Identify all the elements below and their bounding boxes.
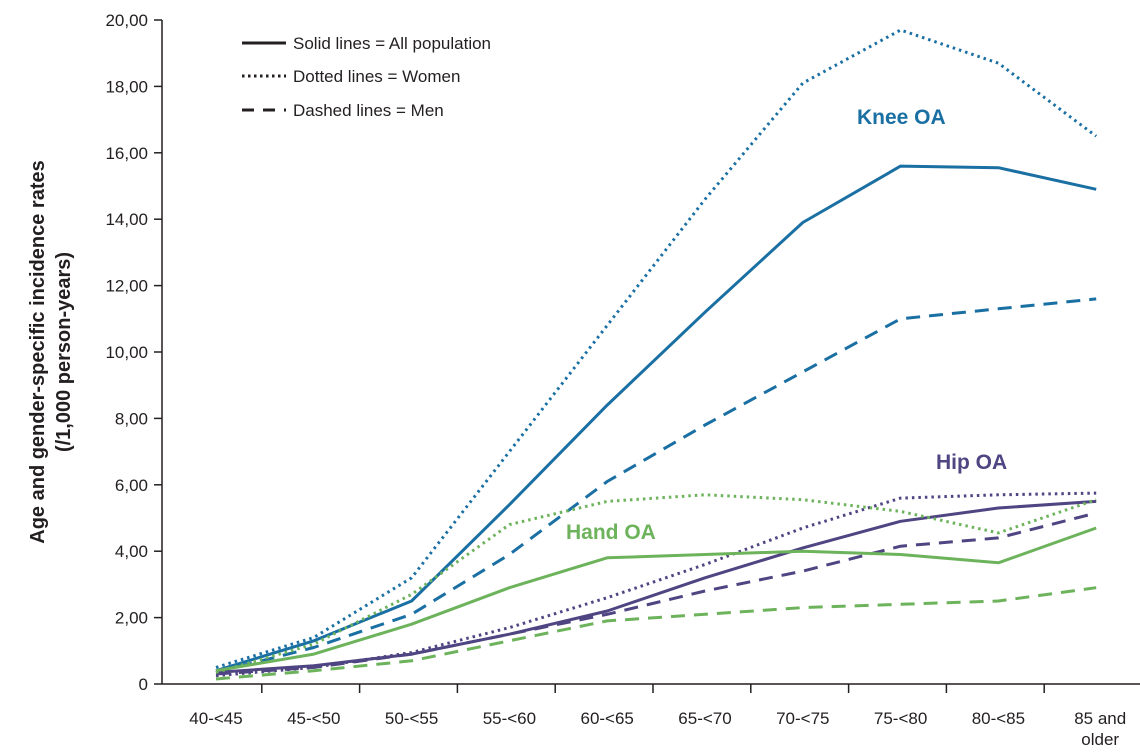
y-tick-label-6: 12,00: [105, 277, 148, 296]
y-axis-ticks: 0 2,00 4,00 6,00 8,00 10,00 12,00 14,00 16,00 18,…: [105, 11, 162, 694]
y-tick-label-0: 0: [139, 675, 148, 694]
hand-oa-annotation: Hand OA: [566, 521, 656, 544]
x-axis-ticks: 40-<45 45-<50 50-<55 55-<60 60-<65 65-<70 70-<…: [189, 684, 1126, 749]
hip-oa-dashed-line: [215, 511, 1097, 676]
legend-dashed-label: Dashed lines = Men: [293, 101, 444, 120]
knee-oa-dotted-line: [215, 28, 1098, 669]
hip-oa-annotation: Hip OA: [936, 451, 1007, 474]
x-tick-label-6: 70-<75: [776, 709, 829, 728]
hand-oa-solid-line: [215, 526, 1097, 673]
y-tick-label-9: 18,00: [105, 77, 148, 96]
x-tick-label-0: 40-<45: [189, 709, 242, 728]
hand-oa-dotted-line: [215, 493, 1097, 674]
knee-oa-annotation: Knee OA: [857, 106, 946, 129]
y-tick-label-8: 16,00: [105, 144, 148, 163]
legend-solid-label: Solid lines = All population: [293, 34, 491, 53]
y-tick-label-5: 10,00: [105, 343, 148, 362]
y-axis-title-line-1: Age and gender-specific incidence rates: [27, 160, 49, 543]
y-tick-label-7: 14,00: [105, 210, 148, 229]
x-tick-label-5: 65-<70: [678, 709, 731, 728]
y-tick-label-3: 6,00: [115, 476, 148, 495]
knee-oa-solid-line: [215, 164, 1097, 673]
y-tick-label-4: 8,00: [115, 409, 148, 428]
x-tick-label-8: 80-<85: [972, 709, 1025, 728]
legend-dotted-label: Dotted lines = Women: [293, 67, 460, 86]
x-tick-label-9-line-2: older: [1081, 730, 1119, 749]
series-lines: [215, 28, 1098, 681]
legend: Solid lines = All population Dotted line…: [242, 34, 491, 120]
y-tick-label-10: 20,00: [105, 11, 148, 30]
x-tick-label-4: 60-<65: [580, 709, 633, 728]
x-tick-label-1: 45-<50: [287, 709, 340, 728]
x-tick-label-9: 85 and: [1074, 709, 1126, 728]
hip-oa-dotted-line: [215, 491, 1097, 678]
y-axis-title-line-2: (/1,000 person-years): [53, 252, 75, 452]
hand-oa-dashed-line: [215, 586, 1097, 681]
x-tick-label-7: 75-<80: [874, 709, 927, 728]
x-tick-label-2: 50-<55: [385, 709, 438, 728]
hip-oa-solid-line: [215, 499, 1097, 674]
x-tick-label-3: 55-<60: [483, 709, 536, 728]
y-tick-label-2: 4,00: [115, 542, 148, 561]
y-tick-label-1: 2,00: [115, 609, 148, 628]
